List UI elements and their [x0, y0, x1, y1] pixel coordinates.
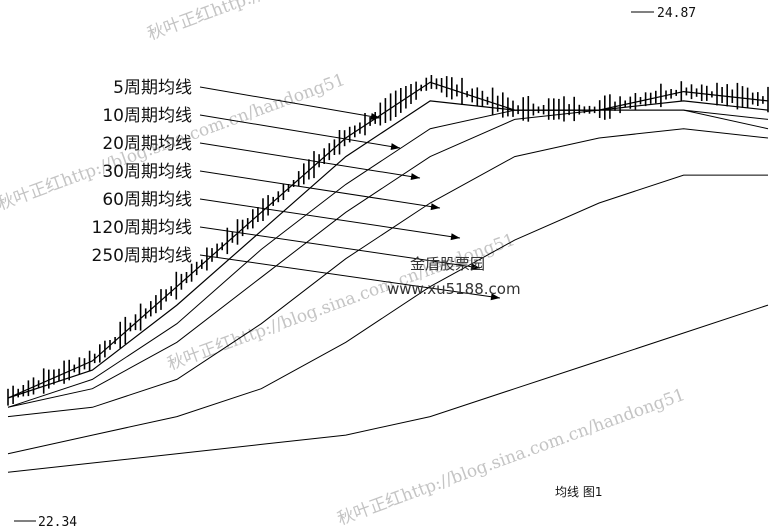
ma-line-6 [7, 174, 768, 455]
ma-arrowhead-5 [450, 233, 460, 241]
site-url-watermark: www.xu5188.com [387, 280, 521, 298]
ma-pointer-7 [199, 254, 501, 299]
ma-pointer-3 [199, 142, 421, 179]
low-marker: 22.34 [14, 515, 77, 530]
ma-arrowhead-7 [490, 293, 500, 301]
ma-arrowhead-4 [430, 203, 440, 211]
high-price-label: 24.87 [657, 6, 696, 21]
ma-label-1: 5周期均线 [113, 78, 192, 98]
watermark-blog-bottom: 秋叶正红http://blog.sina.com.cn/handong51 [335, 385, 688, 530]
ma-line-5 [7, 128, 769, 418]
high-marker: 24.87 [631, 6, 696, 21]
ma-labels-group: 5周期均线 10周期均线 20周期均线 30周期均线 60周期均线 120周期均线 250周… [92, 78, 501, 301]
watermark-blog-top: 秋叶正红http://blog.sina.com.cn/handong51 [145, 0, 498, 45]
ma-label-5: 60周期均线 [102, 190, 192, 210]
ma-label-4: 30周期均线 [102, 162, 192, 182]
ma-pointer-4 [199, 170, 441, 209]
low-price-label: 22.34 [38, 515, 77, 530]
ma-pointer-2 [199, 114, 401, 149]
ma-label-6: 120周期均线 [92, 218, 192, 238]
ma-pointer-1 [199, 86, 381, 119]
ma-label-7: 250周期均线 [92, 246, 192, 266]
ma-lines-group [7, 81, 769, 473]
site-name-watermark: 金盾股票园 [410, 255, 485, 273]
ma-line-7 [7, 304, 769, 473]
ma-arrowhead-1 [370, 113, 380, 120]
ma-arrowhead-3 [410, 173, 420, 180]
ma-line-2 [7, 100, 769, 399]
ma-label-2: 10周期均线 [102, 106, 192, 126]
ma-pointer-6 [199, 226, 481, 269]
candles-group [7, 75, 769, 406]
ma-line-4 [7, 109, 769, 408]
ma-arrowhead-2 [390, 143, 400, 150]
ma-line-1 [7, 81, 769, 399]
ma-label-3: 20周期均线 [102, 134, 192, 154]
ma-pointer-5 [199, 198, 461, 239]
chart-caption: 均线 图1 [555, 485, 602, 499]
ma-arrowhead-6 [470, 263, 480, 271]
